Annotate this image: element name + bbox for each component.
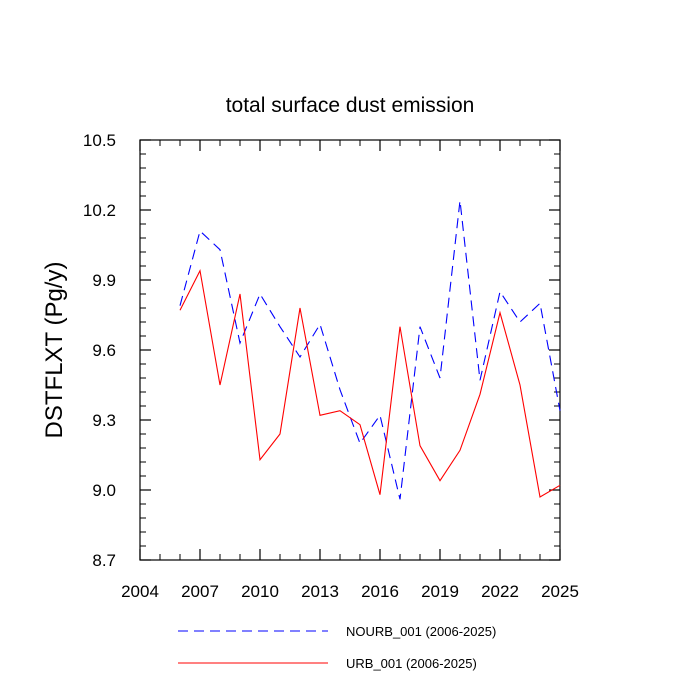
series-lines (179, 200, 561, 500)
y-tick-label: 9.0 (92, 481, 116, 500)
axis-ticks: 2004 2007 2010 2013 2016 2019 2022 2025 8.7 9.0 9.… (83, 131, 579, 601)
x-tick-label: 2010 (241, 582, 279, 601)
legend-label-0: NOURB_001 (2006-2025) (346, 624, 496, 639)
plot-frame (139, 139, 561, 561)
chart-title: total surface dust emission (226, 94, 475, 117)
series-line-1 (179, 268, 561, 498)
legend-label-1: URB_001 (2006-2025) (346, 656, 477, 671)
series-line-0 (179, 200, 561, 500)
y-tick-label: 9.3 (92, 411, 116, 430)
x-tick-label: 2025 (541, 582, 579, 601)
y-tick-label: 8.7 (92, 551, 116, 570)
y-tick-label: 9.9 (92, 271, 116, 290)
y-tick-label: 9.6 (92, 341, 116, 360)
x-tick-label: 2022 (481, 582, 519, 601)
x-tick-label: 2019 (421, 582, 459, 601)
x-tick-label: 2013 (301, 582, 339, 601)
legend: NOURB_001 (2006-2025) URB_001 (2006-2025) (178, 624, 496, 671)
x-tick-label: 2016 (361, 582, 399, 601)
y-tick-label: 10.5 (83, 131, 116, 150)
y-axis-label: DSTFLXT (Pg/y) (41, 262, 68, 439)
x-tick-label: 2007 (181, 582, 219, 601)
y-tick-label: 10.2 (83, 201, 116, 220)
x-tick-label: 2004 (121, 582, 159, 601)
